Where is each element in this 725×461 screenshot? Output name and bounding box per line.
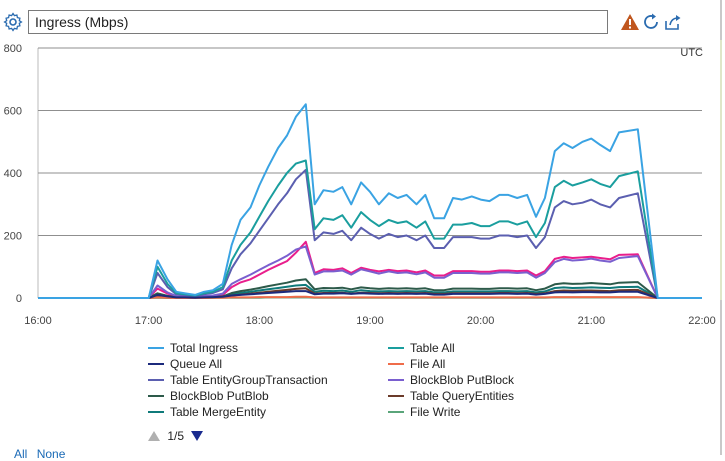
selection-links: All None xyxy=(14,447,71,461)
series-line xyxy=(38,290,702,299)
legend-item[interactable]: Queue All xyxy=(148,356,222,372)
legend-swatch xyxy=(388,378,404,381)
series-line xyxy=(38,159,702,299)
x-tick-label: 19:00 xyxy=(356,315,384,327)
legend-label: Table All xyxy=(410,341,455,355)
legend-item[interactable]: Table EntityGroupTransaction xyxy=(148,372,328,388)
legend-item[interactable]: Table All xyxy=(388,340,455,356)
x-tick-label: 21:00 xyxy=(578,315,606,327)
pager-next-icon[interactable] xyxy=(191,430,204,441)
series-line xyxy=(38,240,702,299)
legend-label: Table EntityGroupTransaction xyxy=(170,373,328,387)
y-tick-label: 600 xyxy=(4,106,22,118)
legend-label: Total Ingress xyxy=(170,341,239,355)
vertical-scrollbar[interactable] xyxy=(720,40,722,300)
warning-icon[interactable] xyxy=(620,12,640,32)
legend-pager: 1/5 xyxy=(148,428,204,443)
legend-label: Table QueryEntities xyxy=(410,389,515,403)
legend-item[interactable]: BlockBlob PutBlock xyxy=(388,372,514,388)
share-icon[interactable] xyxy=(663,12,683,32)
refresh-icon[interactable] xyxy=(641,12,661,32)
line-chart: 0 200 400 600 800 16:00 17:00 18:00 19:00 20:00 21… xyxy=(0,40,720,330)
legend-item[interactable]: File All xyxy=(388,356,445,372)
legend-label: Queue All xyxy=(170,357,223,371)
legend-swatch xyxy=(148,362,164,365)
y-tick-label: 200 xyxy=(4,231,22,243)
pager-label: 1/5 xyxy=(167,428,185,443)
chart-title-input[interactable]: Ingress (Mbps) xyxy=(28,10,608,34)
timezone-label: UTC xyxy=(680,47,703,59)
series-line xyxy=(38,168,702,299)
x-tick-label: 22:00 xyxy=(688,315,716,327)
chart-svg: 0 200 400 600 800 16:00 17:00 18:00 19:00 20:00 21… xyxy=(4,43,716,327)
legend-label: Table MergeEntity xyxy=(170,405,267,419)
legend-label: File All xyxy=(410,357,446,371)
legend-label: File Write xyxy=(410,405,461,419)
legend-item[interactable]: Table MergeEntity xyxy=(148,404,266,420)
legend-item[interactable]: Total Ingress xyxy=(148,340,238,356)
y-tick-label: 800 xyxy=(4,43,22,55)
series-line xyxy=(38,103,702,299)
series-line xyxy=(38,295,702,299)
legend-swatch xyxy=(388,346,404,349)
legend-label: BlockBlob PutBlob xyxy=(170,389,269,403)
y-tick-label: 0 xyxy=(16,293,22,305)
legend-swatch xyxy=(388,394,404,397)
legend-swatch xyxy=(388,362,404,365)
legend-swatch xyxy=(148,378,164,381)
legend-item[interactable]: File Write xyxy=(388,404,460,420)
select-all-link[interactable]: All xyxy=(14,447,28,461)
select-none-link[interactable]: None xyxy=(36,447,66,461)
legend-swatch xyxy=(148,346,164,349)
x-tick-label: 18:00 xyxy=(246,315,274,327)
y-tick-label: 400 xyxy=(4,168,22,180)
legend-label: BlockBlob PutBlock xyxy=(410,373,515,387)
legend-swatch xyxy=(148,394,164,397)
series-line xyxy=(38,278,702,299)
legend-item[interactable]: BlockBlob PutBlob xyxy=(148,388,269,404)
gear-icon[interactable] xyxy=(3,12,23,32)
pager-prev-icon[interactable] xyxy=(148,430,160,441)
x-tick-label: 16:00 xyxy=(24,315,52,327)
legend-swatch xyxy=(148,410,164,413)
legend-item[interactable]: Table QueryEntities xyxy=(388,388,514,404)
legend-swatch xyxy=(388,410,404,413)
x-tick-label: 17:00 xyxy=(135,315,163,327)
x-tick-label: 20:00 xyxy=(467,315,495,327)
series-line xyxy=(38,245,702,299)
